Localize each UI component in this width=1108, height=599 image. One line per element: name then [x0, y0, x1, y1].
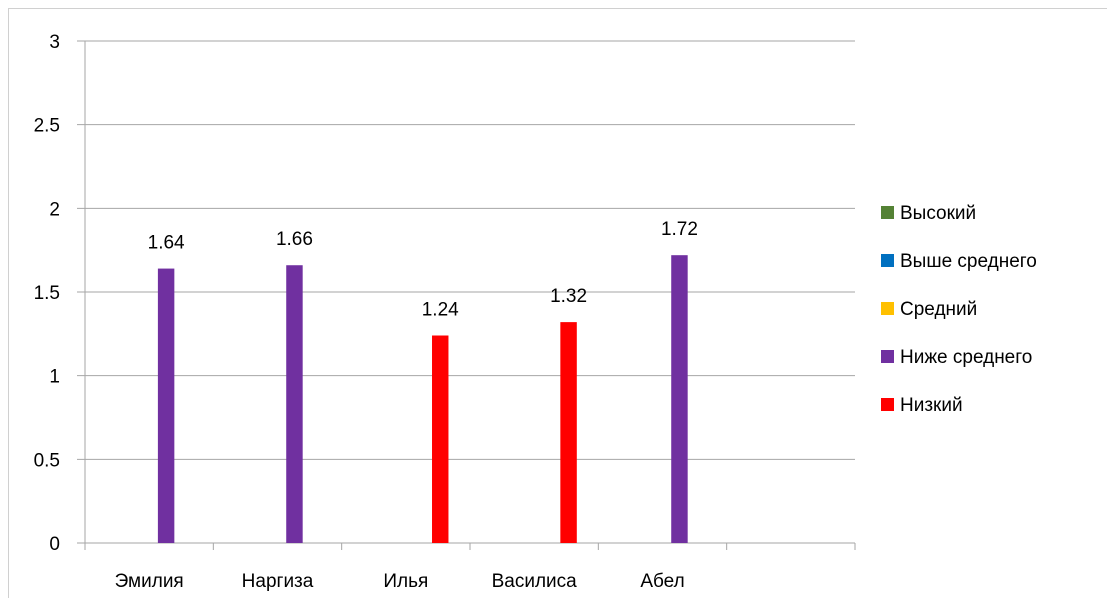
bar-Наргиза [286, 265, 303, 543]
y-tick-label: 2.5 [34, 116, 60, 137]
bar-Абел [671, 255, 688, 544]
data-label: 1.24 [422, 300, 459, 321]
x-tick-label: Наргиза [242, 571, 314, 592]
chart-frame [8, 8, 1107, 598]
data-label: 1.64 [148, 233, 185, 254]
legend-label: Выше среднего [900, 251, 1037, 272]
y-tick-label: 1 [49, 367, 60, 388]
bars [157, 255, 688, 544]
y-tick-label: 3 [49, 32, 60, 53]
y-tick-label: 0.5 [34, 450, 60, 471]
y-tick-label: 1.5 [34, 283, 60, 304]
data-label: 1.32 [550, 286, 587, 307]
data-label: 1.66 [276, 229, 313, 250]
axes [77, 41, 856, 550]
legend-label: Высокий [900, 203, 976, 224]
x-tick-label: Илья [383, 571, 428, 592]
x-tick-label: Абел [640, 571, 684, 592]
legend-swatch [881, 350, 894, 363]
legend: Высокий Выше среднего Средний Ниже среднего… [881, 203, 1037, 416]
legend-swatch [881, 254, 894, 267]
y-axis-ticks: 0 0.5 1 1.5 2 2.5 3 [34, 32, 60, 555]
legend-swatch [881, 206, 894, 219]
x-axis-ticks: Эмилия Наргиза Илья Василиса Абел [115, 571, 685, 592]
bar-Василиса [560, 322, 577, 543]
x-tick-label: Василиса [492, 571, 578, 592]
x-tick-label: Эмилия [115, 571, 184, 592]
legend-swatch [881, 398, 894, 411]
bar-Илья [432, 335, 449, 543]
y-tick-label: 2 [49, 199, 60, 220]
bar-Эмилия [157, 268, 175, 543]
gridlines [77, 40, 855, 460]
legend-label: Низкий [900, 395, 963, 416]
data-labels: 1.64 1.66 1.24 1.32 1.72 [148, 219, 698, 320]
legend-label: Ниже среднего [900, 347, 1032, 368]
legend-label: Средний [900, 299, 977, 320]
y-tick-label: 0 [49, 534, 60, 555]
data-label: 1.72 [661, 219, 698, 240]
legend-swatch [881, 302, 894, 315]
